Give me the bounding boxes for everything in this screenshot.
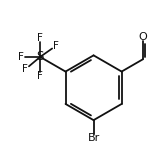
Text: Br: Br [87, 133, 100, 143]
Text: F: F [22, 64, 28, 74]
Text: S: S [36, 50, 44, 63]
Text: F: F [37, 33, 43, 43]
Text: O: O [139, 32, 147, 42]
Text: F: F [37, 70, 43, 81]
Text: F: F [53, 41, 59, 51]
Text: F: F [18, 52, 24, 62]
